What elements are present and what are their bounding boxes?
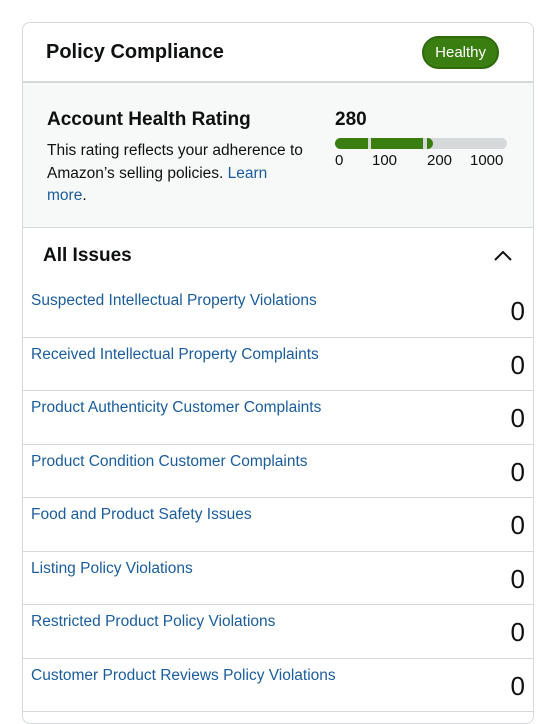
rating-bar-segment-3 <box>427 138 433 149</box>
rating-bar-segment-2 <box>371 138 423 149</box>
policy-compliance-card: Policy Compliance Healthy Account Health… <box>22 22 534 724</box>
list-item: Product Condition Customer Complaints 0 <box>23 445 533 498</box>
scale-tick-1000: 1000 <box>470 152 504 169</box>
issue-link[interactable]: Product Authenticity Customer Complaints <box>31 399 322 416</box>
list-item: Received Intellectual Property Complaint… <box>23 338 533 391</box>
scale-tick-0: 0 <box>335 152 344 169</box>
learn-more-link[interactable]: Learn more <box>47 164 268 205</box>
health-description-text: This rating reflects your adherence to A… <box>47 142 303 182</box>
issue-count: 0 <box>510 563 525 594</box>
issue-count: 0 <box>510 296 525 326</box>
list-item: Customer Product Reviews Policy Violatio… <box>23 659 533 712</box>
issue-count: 0 <box>510 403 525 433</box>
issue-link[interactable]: Suspected Intellectual Property Violatio… <box>31 292 317 309</box>
issue-link[interactable]: Food and Product Safety Issues <box>31 506 252 523</box>
health-rating-bar <box>335 138 507 149</box>
issue-count: 0 <box>510 349 525 380</box>
rating-bar-segment-1 <box>335 138 368 149</box>
list-item: Food and Product Safety Issues 0 <box>23 498 533 552</box>
issues-list: Suspected Intellectual Property Violatio… <box>23 284 533 712</box>
period-text: . <box>82 187 87 204</box>
list-item: Product Authenticity Customer Complaints… <box>23 391 533 445</box>
all-issues-header[interactable]: All Issues <box>23 228 533 284</box>
health-rating-title: Account Health Rating <box>47 109 251 130</box>
issue-link[interactable]: Listing Policy Violations <box>31 559 193 577</box>
issue-count: 0 <box>510 617 525 647</box>
list-item: Suspected Intellectual Property Violatio… <box>23 284 533 338</box>
health-rating-description: This rating reflects your adherence to A… <box>47 140 307 208</box>
chevron-up-icon[interactable] <box>493 249 513 263</box>
card-title: Policy Compliance <box>46 40 224 63</box>
issue-link[interactable]: Product Condition Customer Complaints <box>31 452 308 470</box>
all-issues-title: All Issues <box>43 245 132 266</box>
list-item: Listing Policy Violations 0 <box>23 552 533 605</box>
card-header: Policy Compliance Healthy <box>23 23 533 83</box>
issue-count: 0 <box>510 510 525 540</box>
status-badge: Healthy <box>422 35 499 69</box>
issue-link[interactable]: Received Intellectual Property Complaint… <box>31 345 319 363</box>
issue-link[interactable]: Customer Product Reviews Policy Violatio… <box>31 666 336 684</box>
issue-count: 0 <box>510 670 525 701</box>
issue-count: 0 <box>510 456 525 487</box>
scale-tick-200: 200 <box>427 152 453 169</box>
health-score: 280 <box>335 109 367 130</box>
scale-tick-100: 100 <box>372 152 398 169</box>
account-health-section: Account Health Rating This rating reflec… <box>23 83 533 228</box>
list-item: Restricted Product Policy Violations 0 <box>23 605 533 659</box>
issue-link[interactable]: Restricted Product Policy Violations <box>31 613 276 630</box>
